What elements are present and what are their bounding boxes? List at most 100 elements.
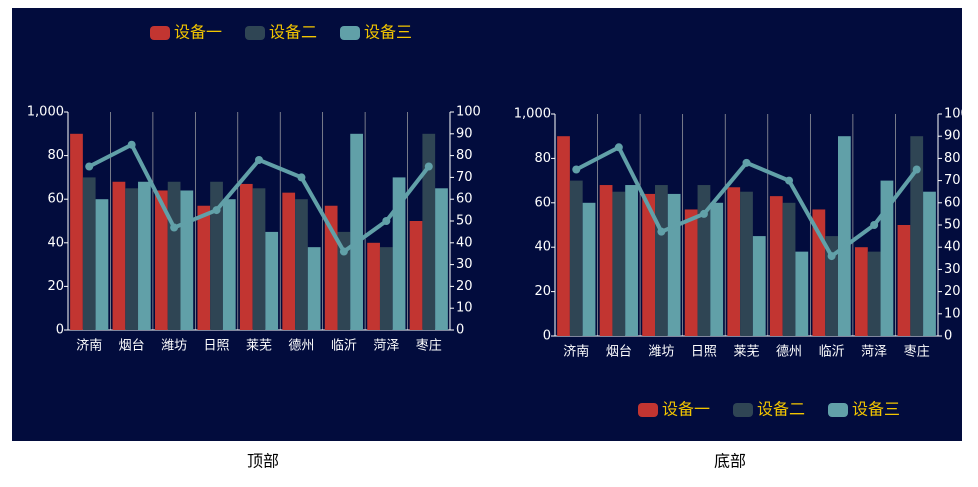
bar xyxy=(409,221,423,330)
y2-tick-label: 60 xyxy=(456,192,473,207)
bar xyxy=(252,188,266,330)
bar xyxy=(180,190,194,330)
line-point xyxy=(657,227,666,236)
y2-tick-label: 0 xyxy=(944,329,952,344)
bar xyxy=(867,251,881,336)
bar xyxy=(740,191,753,336)
y-tick-label: 80 xyxy=(47,148,64,163)
y-tick-label: 60 xyxy=(534,195,551,210)
legend-label: 设备三 xyxy=(364,23,412,42)
x-tick-label: 莱芜 xyxy=(733,345,759,360)
caption: 底部 xyxy=(714,452,746,471)
x-tick-label: 菏泽 xyxy=(373,339,399,354)
y2-tick-label: 30 xyxy=(456,257,473,272)
x-tick-label: 临沂 xyxy=(819,345,845,360)
legend-label: 设备二 xyxy=(757,400,805,419)
x-tick-label: 烟台 xyxy=(606,345,632,360)
line-point xyxy=(827,252,836,261)
bar xyxy=(435,188,448,330)
legend-swatch xyxy=(340,26,360,40)
y-tick-label: 20 xyxy=(47,279,64,294)
y2-tick-label: 10 xyxy=(944,306,961,321)
bar xyxy=(667,193,681,336)
y-tick-label: 60 xyxy=(47,192,64,207)
legend-label: 设备三 xyxy=(852,400,900,419)
bar xyxy=(210,181,223,330)
bar xyxy=(379,247,393,330)
legend-swatch xyxy=(638,403,658,417)
bar xyxy=(70,133,83,330)
y2-tick-label: 10 xyxy=(456,301,473,316)
bar xyxy=(282,192,296,330)
x-tick-label: 烟台 xyxy=(119,339,145,354)
x-tick-label: 德州 xyxy=(776,345,802,360)
line-point xyxy=(85,162,94,171)
y2-tick-label: 0 xyxy=(456,323,464,338)
x-tick-label: 菏泽 xyxy=(861,345,887,360)
bar xyxy=(197,205,211,330)
line-point xyxy=(870,221,879,229)
bar xyxy=(727,187,741,336)
line-point xyxy=(170,223,179,232)
y2-tick-label: 20 xyxy=(456,279,473,294)
x-tick-label: 临沂 xyxy=(331,339,357,354)
y2-tick-label: 100 xyxy=(456,105,481,120)
y2-tick-label: 40 xyxy=(456,235,473,250)
y2-tick-label: 80 xyxy=(456,148,473,163)
bar xyxy=(367,242,380,330)
bar xyxy=(612,191,626,336)
line-point xyxy=(785,176,794,185)
y-tick-label: 40 xyxy=(534,240,551,255)
bar xyxy=(769,196,783,336)
bar xyxy=(422,133,436,330)
y-tick-label: 0 xyxy=(56,323,64,338)
line-point xyxy=(424,162,433,171)
legend-label: 设备一 xyxy=(662,400,710,419)
line-point xyxy=(297,173,306,182)
bar xyxy=(138,181,151,330)
y2-tick-label: 100 xyxy=(944,107,969,122)
y-tick-label: 20 xyxy=(534,284,551,299)
bar xyxy=(82,177,96,330)
line-point xyxy=(212,206,221,215)
y-tick-label: 1,000 xyxy=(514,107,551,122)
x-tick-label: 莱芜 xyxy=(246,339,272,354)
line-point xyxy=(255,155,263,164)
y2-tick-label: 70 xyxy=(456,170,473,185)
y-tick-label: 0 xyxy=(543,329,551,344)
line-point xyxy=(339,247,348,256)
bar xyxy=(239,183,253,330)
bar xyxy=(599,185,613,336)
bar xyxy=(112,181,126,330)
caption: 顶部 xyxy=(247,452,279,471)
bar xyxy=(222,199,236,330)
bar xyxy=(265,231,279,330)
bar xyxy=(95,199,109,330)
bar xyxy=(557,136,570,336)
bar xyxy=(582,202,596,336)
line-point xyxy=(742,158,751,167)
x-tick-label: 济南 xyxy=(76,338,102,354)
y2-tick-label: 60 xyxy=(944,195,961,210)
legend-swatch xyxy=(733,403,753,417)
y-tick-label: 40 xyxy=(47,235,64,250)
bar xyxy=(697,185,711,336)
x-tick-label: 潍坊 xyxy=(161,339,187,354)
bar xyxy=(569,180,583,336)
y2-tick-label: 70 xyxy=(944,173,961,188)
bar xyxy=(684,209,698,336)
line-point xyxy=(912,165,921,174)
legend-label: 设备一 xyxy=(174,23,222,42)
bar xyxy=(350,133,363,330)
x-tick-label: 日照 xyxy=(691,345,717,360)
bar xyxy=(855,247,868,336)
bar xyxy=(837,136,851,336)
line-point xyxy=(127,140,136,149)
line-point xyxy=(572,165,581,174)
y-tick-label: 80 xyxy=(534,151,551,166)
y2-tick-label: 50 xyxy=(944,218,961,233)
legend-label: 设备二 xyxy=(269,23,317,42)
x-tick-label: 日照 xyxy=(204,339,230,354)
bar xyxy=(295,199,308,330)
bar xyxy=(642,193,656,336)
